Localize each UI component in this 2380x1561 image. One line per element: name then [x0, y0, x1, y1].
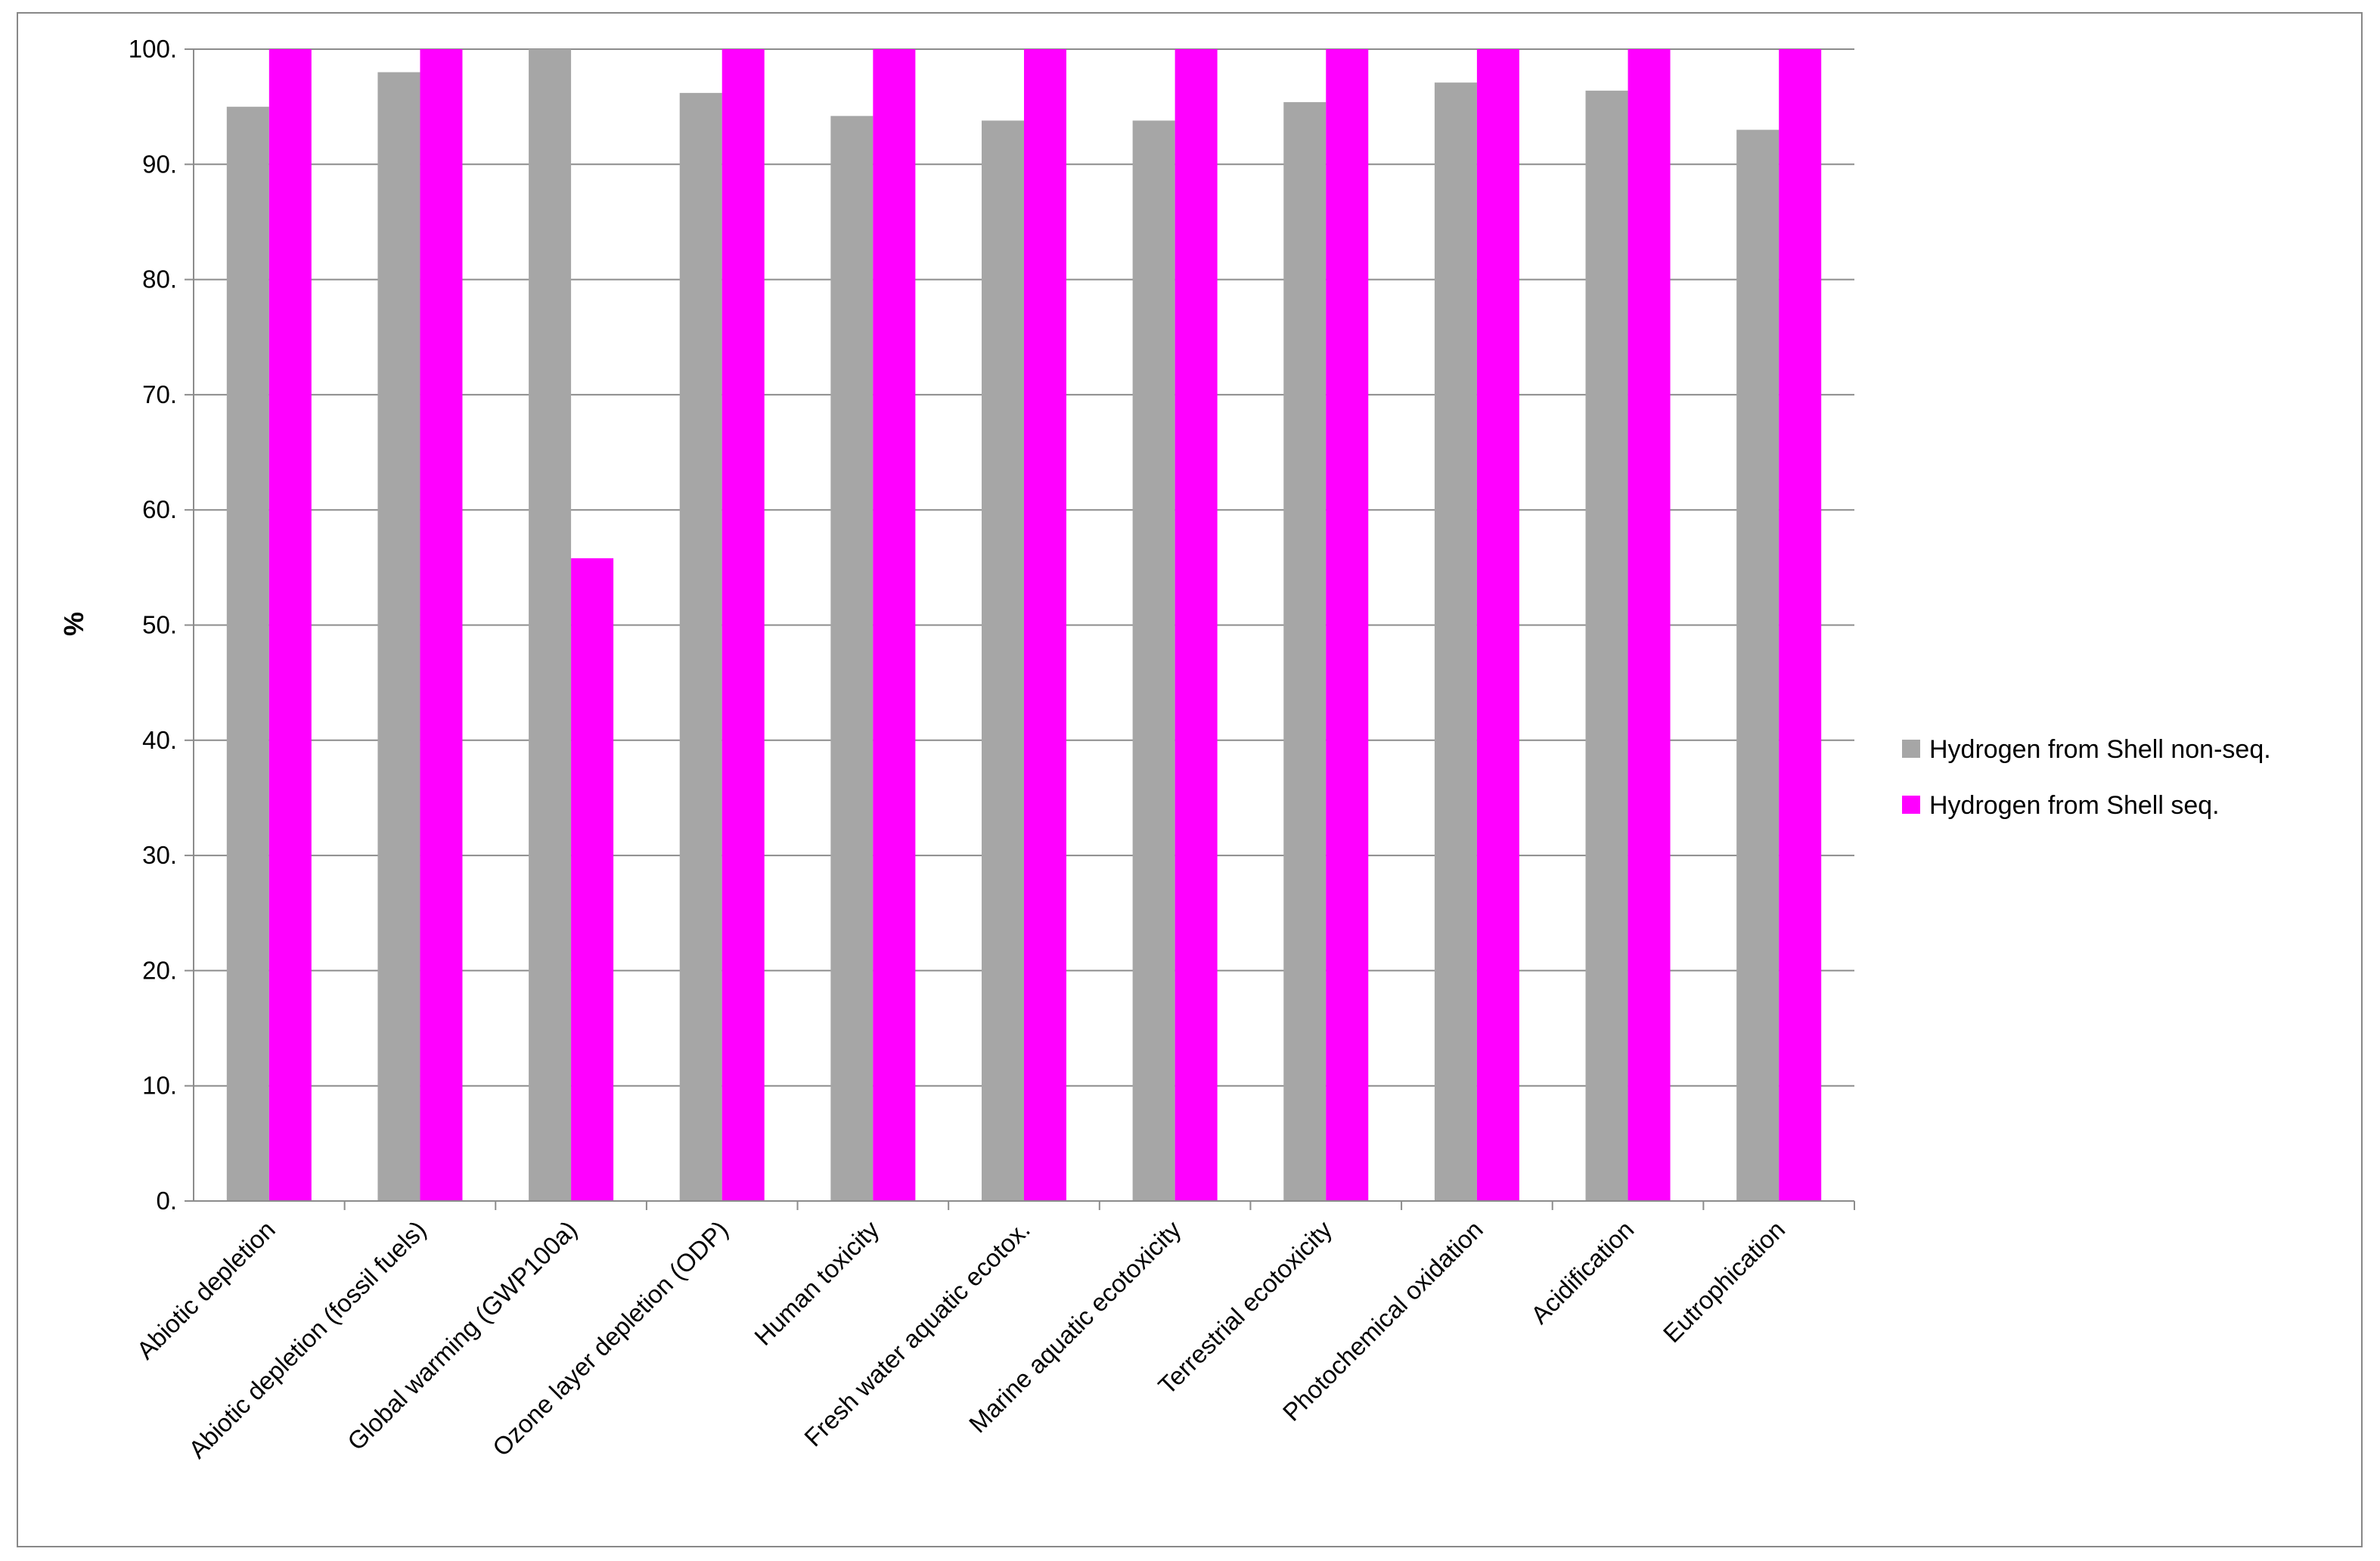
legend-label: Hydrogen from Shell non-seq. [1929, 735, 2271, 764]
bar-seq [1024, 49, 1066, 1201]
y-tick-label: 0. [156, 1187, 177, 1215]
x-category-label: Human toxicity [749, 1215, 885, 1351]
x-category-label: Eutrophication [1658, 1215, 1790, 1348]
y-tick-label: 100. [129, 35, 177, 63]
bar-non-seq [830, 116, 873, 1202]
y-axis-label: % [58, 612, 89, 636]
bar-seq [1476, 49, 1519, 1201]
bar-seq [1628, 49, 1671, 1201]
bar-non-seq [679, 92, 722, 1201]
bar-seq [1326, 49, 1369, 1201]
axes [185, 48, 1855, 1210]
x-category-label: Abiotic depletion [131, 1215, 280, 1364]
y-tick-label: 90. [142, 150, 177, 178]
x-category-label: Acidification [1525, 1215, 1640, 1330]
y-tick-labels: 0. 10. 20. 30. 40. 50. 60. 70. 80. 90. 100. [129, 35, 177, 1215]
bar-seq [721, 49, 765, 1201]
bar-non-seq [377, 72, 420, 1202]
bar-non-seq [226, 107, 269, 1201]
bar-non-seq [529, 49, 572, 1201]
legend: Hydrogen from Shell non-seq. Hydrogen fro… [1902, 735, 2271, 820]
legend-swatch [1902, 796, 1920, 814]
y-tick-label: 40. [142, 726, 177, 754]
bar-non-seq [982, 120, 1024, 1201]
bar-seq [1174, 49, 1218, 1201]
x-category-label: Terrestrial ecotoxicity [1153, 1215, 1337, 1399]
bar-non-seq [1434, 82, 1477, 1202]
bar-non-seq [1736, 129, 1780, 1202]
y-tick-label: 30. [142, 841, 177, 869]
bars [226, 49, 1822, 1202]
bar-seq [1779, 49, 1822, 1201]
y-tick-label: 60. [142, 495, 177, 523]
bar-seq [873, 49, 916, 1201]
x-category-label: Ozone layer depletion (ODP) [487, 1215, 734, 1462]
y-tick-label: 10. [142, 1072, 177, 1100]
bar-seq [571, 558, 614, 1201]
bar-non-seq [1585, 90, 1628, 1201]
bar-non-seq [1132, 120, 1175, 1201]
bar-seq [268, 49, 312, 1201]
bar-non-seq [1283, 102, 1327, 1202]
y-tick-label: 20. [142, 956, 177, 984]
bar-seq [420, 49, 463, 1201]
y-tick-label: 50. [142, 611, 177, 639]
y-tick-label: 70. [142, 380, 177, 408]
legend-swatch [1902, 740, 1920, 758]
legend-label: Hydrogen from Shell seq. [1929, 791, 2220, 820]
y-tick-label: 80. [142, 265, 177, 293]
x-category-label: Abiotic depletion (fossil fuels) [183, 1215, 431, 1463]
